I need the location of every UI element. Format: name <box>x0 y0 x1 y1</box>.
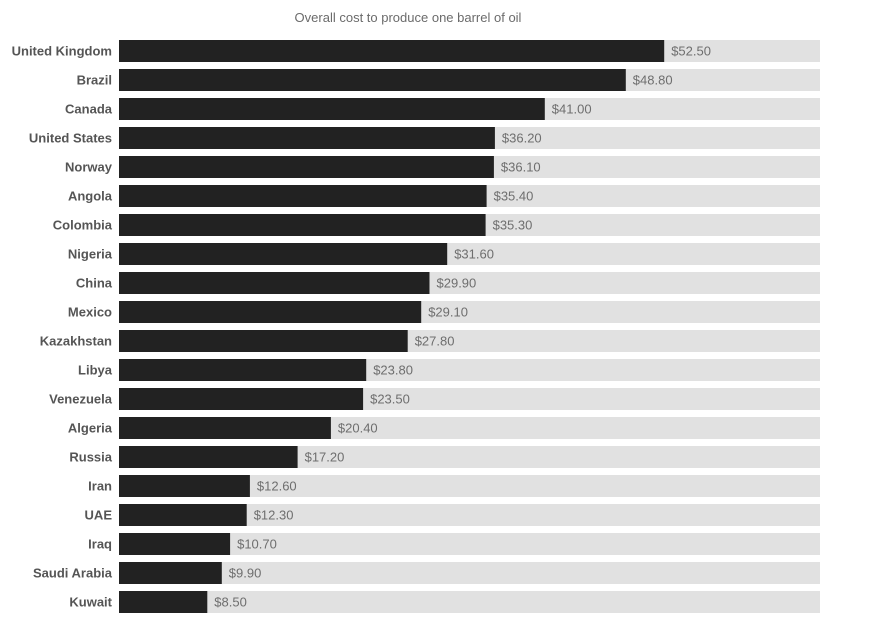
chart-title: Overall cost to produce one barrel of oi… <box>295 10 522 25</box>
bar <box>119 40 665 62</box>
value-label: $48.80 <box>633 73 673 88</box>
value-label: $29.90 <box>437 276 477 291</box>
category-label: Iran <box>88 479 112 494</box>
category-label: Brazil <box>77 73 112 88</box>
value-label: $35.30 <box>493 218 533 233</box>
bar-track <box>119 591 820 613</box>
bar <box>119 69 626 91</box>
bar <box>119 562 222 584</box>
bar-rows: United Kingdom $52.50 Brazil $48.80 Canada $4… <box>12 40 820 613</box>
bar-row: China $29.90 <box>76 272 820 294</box>
bar <box>119 301 422 323</box>
bar-row: Canada $41.00 <box>65 98 820 120</box>
bar-row: Russia $17.20 <box>69 446 820 468</box>
value-label: $36.20 <box>502 131 542 146</box>
value-label: $12.60 <box>257 479 297 494</box>
value-label: $17.20 <box>305 450 345 465</box>
bar <box>119 330 408 352</box>
category-label: UAE <box>85 508 113 523</box>
value-label: $27.80 <box>415 334 455 349</box>
category-label: Iraq <box>88 537 112 552</box>
category-label: Canada <box>65 102 113 117</box>
bar <box>119 214 486 236</box>
bar <box>119 98 545 120</box>
bar-row: Colombia $35.30 <box>53 214 820 236</box>
value-label: $31.60 <box>454 247 494 262</box>
bar-row: United Kingdom $52.50 <box>12 40 820 62</box>
bar-row: Venezuela $23.50 <box>49 388 820 410</box>
category-label: Libya <box>78 363 113 378</box>
bar <box>119 359 367 381</box>
category-label: Nigeria <box>68 247 113 262</box>
category-label: Algeria <box>68 421 113 436</box>
category-label: United States <box>29 131 112 146</box>
value-label: $29.10 <box>428 305 468 320</box>
bar-row: Kuwait $8.50 <box>69 591 820 613</box>
bar <box>119 272 430 294</box>
bar-row: Brazil $48.80 <box>77 69 820 91</box>
category-label: Kuwait <box>69 595 112 610</box>
bar-row: Iran $12.60 <box>88 475 820 497</box>
category-label: Russia <box>69 450 112 465</box>
bar <box>119 417 331 439</box>
category-label: Kazakhstan <box>40 334 112 349</box>
bar <box>119 127 495 149</box>
bar <box>119 475 250 497</box>
value-label: $20.40 <box>338 421 378 436</box>
bar <box>119 446 298 468</box>
category-label: Saudi Arabia <box>33 566 113 581</box>
bar <box>119 591 208 613</box>
bar-track <box>119 475 820 497</box>
category-label: Venezuela <box>49 392 113 407</box>
value-label: $23.80 <box>373 363 413 378</box>
category-label: Norway <box>65 160 113 175</box>
category-label: United Kingdom <box>12 44 112 59</box>
bar-row: Norway $36.10 <box>65 156 820 178</box>
bar-row: United States $36.20 <box>29 127 820 149</box>
value-label: $10.70 <box>237 537 277 552</box>
bar-row: Saudi Arabia $9.90 <box>33 562 820 584</box>
value-label: $8.50 <box>214 595 247 610</box>
bar-row: Algeria $20.40 <box>68 417 820 439</box>
value-label: $36.10 <box>501 160 541 175</box>
value-label: $52.50 <box>671 44 711 59</box>
bar-row: Nigeria $31.60 <box>68 243 820 265</box>
bar <box>119 185 487 207</box>
bar-track <box>119 504 820 526</box>
value-label: $41.00 <box>552 102 592 117</box>
bar <box>119 504 247 526</box>
bar-row: UAE $12.30 <box>85 504 820 526</box>
bar-row: Libya $23.80 <box>78 359 820 381</box>
bar-track <box>119 533 820 555</box>
bar <box>119 533 231 555</box>
bar-track <box>119 562 820 584</box>
bar-row: Kazakhstan $27.80 <box>40 330 820 352</box>
value-label: $23.50 <box>370 392 410 407</box>
bar <box>119 156 494 178</box>
bar-row: Mexico $29.10 <box>68 301 820 323</box>
bar <box>119 243 448 265</box>
value-label: $12.30 <box>254 508 294 523</box>
category-label: China <box>76 276 113 291</box>
bar-row: Angola $35.40 <box>68 185 820 207</box>
category-label: Mexico <box>68 305 112 320</box>
category-label: Colombia <box>53 218 113 233</box>
bar <box>119 388 364 410</box>
category-label: Angola <box>68 189 113 204</box>
value-label: $9.90 <box>229 566 262 581</box>
bar-row: Iraq $10.70 <box>88 533 820 555</box>
value-label: $35.40 <box>494 189 534 204</box>
